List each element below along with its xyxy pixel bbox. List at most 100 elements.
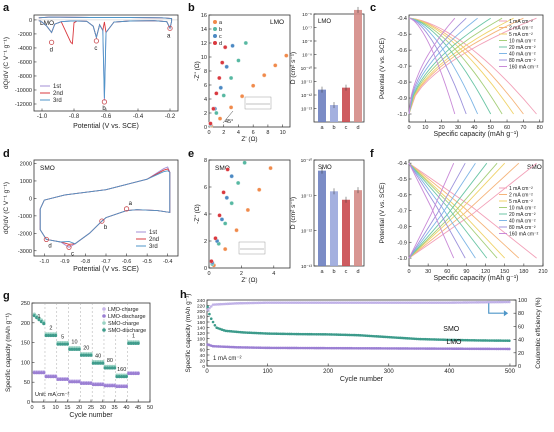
smo-capacity-point <box>291 332 295 336</box>
y-tick-label: -0.9 <box>398 240 407 246</box>
legend-label: b <box>219 27 222 33</box>
x-tick-label: 5 <box>42 405 45 411</box>
smo-capacity-point <box>426 337 429 341</box>
ce-point <box>438 301 442 304</box>
nyquist-point-c <box>224 64 229 69</box>
ce-point <box>317 301 320 304</box>
x-tick-label: 30 <box>455 125 461 131</box>
smo-capacity-point <box>418 337 422 341</box>
smo-capacity-point <box>211 320 215 324</box>
smo-capacity-point <box>498 339 502 342</box>
ce-point <box>482 300 486 304</box>
legend-label: 3rd <box>149 244 158 250</box>
x-tick-label: 210 <box>538 269 547 275</box>
x-tick-label: 150 <box>500 269 509 275</box>
lmo-capacity-point <box>397 347 400 350</box>
smo-capacity-point <box>289 332 293 336</box>
nyquist-point-b <box>221 93 226 98</box>
lmo-capacity-point <box>502 347 506 351</box>
unit-note: Unit: mA cm⁻² <box>35 392 70 398</box>
ce-point <box>498 300 502 304</box>
smo-capacity-point <box>355 333 358 337</box>
ce-point <box>469 301 473 304</box>
ce-point <box>506 300 509 304</box>
y2-tick-label: 40 <box>518 338 524 344</box>
rate-label: 1 <box>132 334 135 340</box>
lmo-capacity-point <box>266 346 269 350</box>
smo-capacity-point <box>493 339 497 342</box>
lmo-capacity-point <box>462 347 466 351</box>
smo-capacity-point <box>349 333 353 337</box>
charge-curve <box>408 17 467 115</box>
smo-capacity-point <box>497 339 500 342</box>
x-tick-label: 30 <box>100 405 106 411</box>
ce-point <box>208 306 211 310</box>
ce-point <box>273 301 277 304</box>
peak-marker <box>99 218 105 224</box>
lmo-capacity-point <box>286 346 289 350</box>
lmo-capacity-point <box>449 347 453 350</box>
smo-capacity-point <box>268 332 271 335</box>
smo-capacity-point <box>342 333 346 337</box>
inset-y-tick-label: 10⁻¹¹ <box>301 193 312 199</box>
lmo-capacity-point <box>355 346 358 350</box>
x-tick-label: 40 <box>123 405 129 411</box>
lmo-capacity-point <box>497 347 500 351</box>
x-axis-label: Z' (Ω) <box>241 277 257 284</box>
lmo-capacity-point <box>504 347 508 351</box>
y-tick-label: 100 <box>21 360 30 366</box>
smo-discharge-point <box>77 347 81 351</box>
ce-point <box>471 301 475 304</box>
smo-capacity-point <box>460 338 464 342</box>
peak-label: d <box>48 243 51 249</box>
smo-capacity-point <box>351 333 355 337</box>
smo-discharge-point <box>35 316 39 320</box>
y-tick-label: -0.8 <box>398 80 407 86</box>
panel-tag: SMO <box>527 164 542 171</box>
smo-discharge-point <box>84 353 88 357</box>
lmo-capacity-point <box>311 346 315 350</box>
y-tick-label: 200 <box>21 321 30 327</box>
discharge-curve <box>408 17 537 115</box>
lmo-capacity-point <box>417 347 420 350</box>
discharge-curve <box>408 17 503 115</box>
y-tick-label: 40 <box>200 353 206 359</box>
x-tick-label: 10 <box>53 405 59 411</box>
legend-label: c <box>219 34 222 40</box>
lmo-capacity-point <box>491 347 495 351</box>
ce-point <box>428 301 431 304</box>
peak-label: a <box>167 33 171 39</box>
lmo-capacity-point <box>346 346 349 350</box>
x-tick-label: 60 <box>444 269 450 275</box>
ce-point <box>242 301 246 305</box>
y-tick-label: 2 <box>204 239 207 245</box>
y-tick-label: -1.0 <box>398 256 407 262</box>
lmo-capacity-point <box>293 346 297 350</box>
d-bar-c <box>342 87 350 122</box>
smo-capacity-point <box>429 338 433 341</box>
smo-discharge-point <box>120 375 124 379</box>
y-axis-label: dQ/dV (C V⁻¹ g⁻¹) <box>3 182 10 234</box>
smo-discharge-point <box>39 320 44 324</box>
ce-point <box>320 301 324 304</box>
inset-y-tick-label: 10⁻¹² <box>301 93 312 99</box>
nyquist-point-d <box>225 167 230 172</box>
lmo-capacity-point <box>422 347 426 350</box>
y-axis-label: dQ/dV (C V⁻¹ g⁻¹) <box>3 37 10 89</box>
ce-point <box>335 301 338 304</box>
ce-point <box>446 301 449 304</box>
lmo-capacity-point <box>404 347 408 350</box>
lmo-capacity-point <box>446 347 449 350</box>
lmo-capacity-point <box>373 347 377 350</box>
nyquist-point-d <box>211 106 216 111</box>
inset-y-tick-label: 10⁻⁹ <box>302 53 312 59</box>
lmo-capacity-point <box>342 346 346 350</box>
lmo-capacity-point <box>473 347 477 351</box>
discharge-curve <box>408 162 476 259</box>
y-tick-label: 6 <box>204 83 207 89</box>
smo-discharge-point <box>82 353 86 357</box>
d-bar-d <box>354 190 362 266</box>
lmo-capacity-point <box>500 347 504 351</box>
lmo-discharge-point <box>65 377 69 382</box>
ce-point <box>442 301 446 304</box>
